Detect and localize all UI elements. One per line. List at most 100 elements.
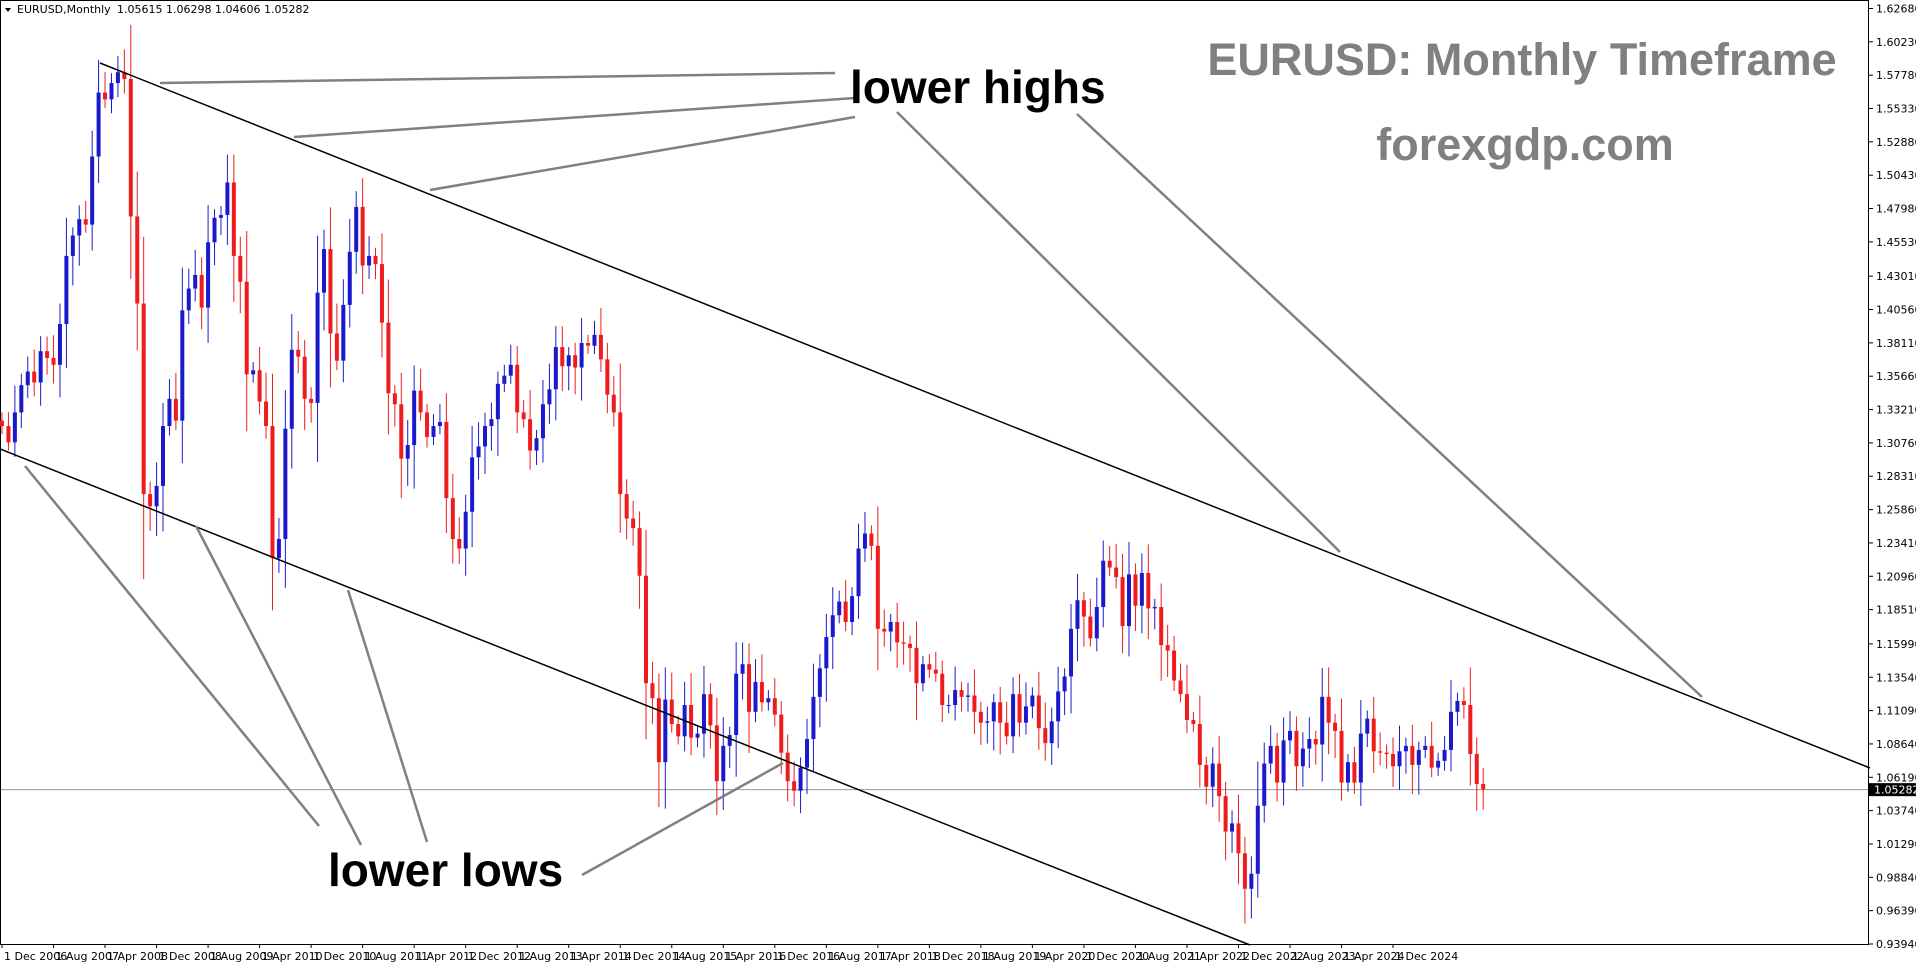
candle-body [270,426,275,559]
candle-body [1345,762,1350,783]
candle-body [1326,696,1331,723]
candle-body [495,383,500,420]
annotation-lines [24,71,1703,877]
candle-body [186,288,191,311]
candle-body [946,705,951,707]
candle-body [1249,873,1254,889]
candle-body [173,398,178,421]
candle-body [985,721,990,723]
candle-body [1403,745,1408,752]
candle-body [379,264,384,323]
y-tick-label: 1.52880 [1876,136,1916,149]
x-tick-label: 1 Dec 2018 [931,950,994,963]
candle-body [972,695,977,712]
candle-body [779,714,784,753]
candle-body [1030,695,1035,707]
candle-body [463,511,468,549]
candle-body [1165,645,1170,651]
candle-body [1339,730,1344,783]
trend-channel [0,62,1871,946]
candle-body [122,72,127,79]
candle-body [96,92,101,157]
candle-body [1313,739,1318,745]
y-tick-label: 1.62680 [1876,2,1916,15]
lower-trendline [0,448,1251,946]
x-tick-label: 1 Dec 2016 [777,950,840,963]
candle-body [161,426,165,486]
candle-body [1120,577,1125,627]
candle-body [1481,783,1486,790]
x-tick-label: 1 Dec 2008 [159,950,222,963]
candle-body [450,498,455,539]
lower-highs-pointer-3 [429,115,856,192]
candle-body [1004,722,1009,737]
candle-body [32,371,37,383]
candle-body [1139,573,1144,606]
x-tick-label: 1 Apr 2016 [725,950,786,963]
candle-body [508,364,513,376]
candle-body [843,601,848,622]
candle-body [1288,730,1292,741]
candle-body [328,249,333,334]
x-tick-label: 1 Dec 2012 [468,950,531,963]
y-tick-label: 1.11090 [1876,705,1916,718]
candle-body [0,420,4,427]
lower-lows-pointer-4 [581,761,784,877]
candle-body [251,370,256,375]
candle-body [1449,711,1453,750]
candle-body [753,681,758,712]
candle-body [920,664,925,684]
x-tick-label: 1 Aug 2009 [210,950,273,963]
x-tick-label: 1 Aug 2019 [983,950,1046,963]
candle-body [1075,600,1080,629]
candle-body [1455,700,1460,712]
candle-body [895,622,900,643]
candle-body [6,426,11,443]
candle-body [953,690,958,706]
candle-body [1062,676,1067,692]
candle-body [1069,628,1074,677]
lower-lows-pointer-2 [194,525,363,846]
candle-body [734,673,739,735]
candle-body [1197,724,1202,765]
candle-body [109,83,114,100]
chart-header: EURUSD,Monthly 1.05615 1.06298 1.04606 1… [5,3,309,16]
candle-body [611,394,616,413]
candle-body [792,781,797,791]
y-tick-label: 1.13540 [1876,671,1916,684]
x-tick-label: 1 Aug 2013 [519,950,582,963]
candle-body [1242,853,1247,889]
candle-body [1275,745,1280,783]
x-tick-label: 1 Apr 2024 [1344,950,1405,963]
watermark-title: EURUSD: Monthly Timeframe [1207,34,1836,85]
candle-body [1416,749,1421,765]
candle-body [135,216,140,304]
x-tick-label: 1 Aug 2017 [828,950,891,963]
candle-body [1049,721,1054,744]
dropdown-triangle-icon[interactable] [5,8,11,12]
x-tick-label: 1 Apr 2020 [1034,950,1095,963]
candle-body [998,702,1003,723]
candle-body [1255,805,1260,874]
x-tick-label: 1 Apr 2010 [262,950,323,963]
candle-body [1268,745,1273,764]
candle-body [805,739,809,768]
y-tick-label: 1.08640 [1876,738,1916,751]
candle-body [1333,722,1338,731]
candle-body [128,78,133,217]
x-tick-label: 1 Aug 2007 [56,950,119,963]
candle-body [70,235,75,256]
candle-body [1384,752,1389,755]
candle-body [991,702,996,722]
candle-body [1152,607,1157,609]
candle-body [553,347,558,390]
candle-body [1210,763,1215,787]
y-tick-label: 1.38110 [1876,337,1916,350]
candle-body [309,398,314,403]
candle-body [1358,733,1363,783]
candle-body [701,694,706,734]
y-tick-label: 1.25860 [1876,504,1916,517]
candle-body [875,545,880,629]
candle-body [1371,718,1376,752]
